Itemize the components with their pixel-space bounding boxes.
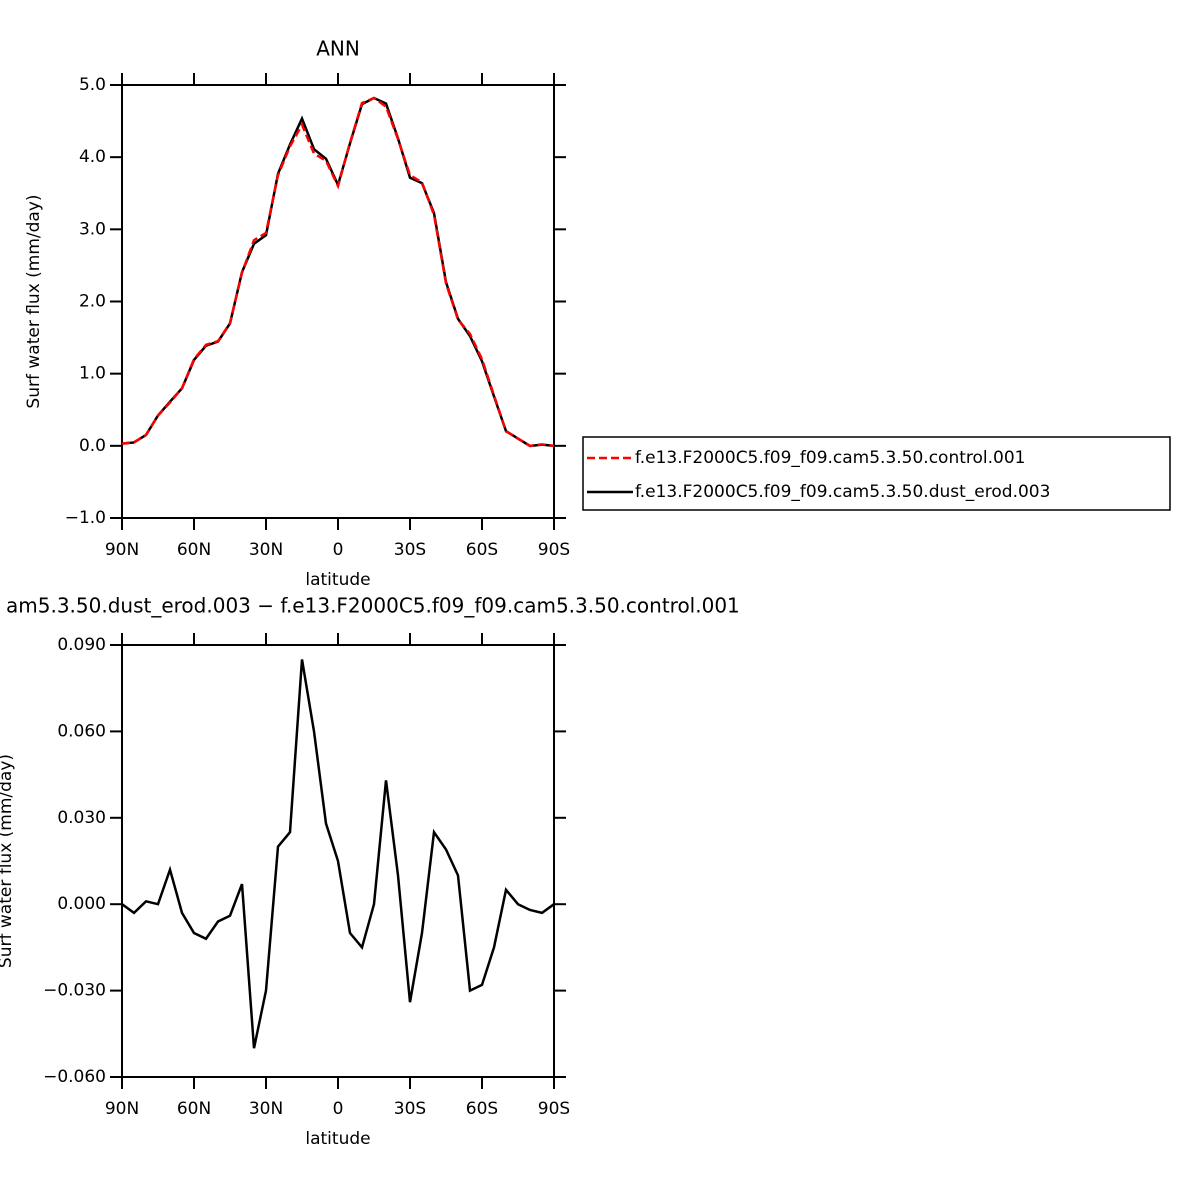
legend-label: f.e13.F2000C5.f09_f09.cam5.3.50.dust_ero… (635, 482, 1050, 502)
chart-title: ANN (316, 37, 360, 61)
y-tick-label: 0.000 (57, 894, 106, 914)
x-tick-label: 90S (538, 1099, 570, 1119)
x-tick-label: 30S (394, 1099, 426, 1119)
x-tick-label: 90N (105, 540, 139, 560)
legend-box (582, 436, 1171, 511)
y-axis-label: Surf water flux (mm/day) (24, 194, 44, 408)
x-tick-label: 60S (466, 1099, 498, 1119)
y-tick-label: 0.090 (57, 635, 106, 655)
y-axis-label: Surf water flux (mm/day) (0, 754, 16, 968)
x-tick-label: 30N (249, 1099, 283, 1119)
chart-title: am5.3.50.dust_erod.003 − f.e13.F2000C5.f… (6, 594, 740, 618)
x-tick-label: 60N (177, 540, 211, 560)
x-tick-label: 60N (177, 1099, 211, 1119)
x-tick-label: 0 (333, 540, 344, 560)
y-tick-label: −1.0 (65, 508, 106, 528)
y-tick-label: −0.030 (43, 981, 106, 1001)
plot-frame (121, 84, 555, 519)
x-tick-label: 90S (538, 540, 570, 560)
x-tick-label: 0 (333, 1099, 344, 1119)
data-line (121, 659, 555, 1049)
legend-label: f.e13.F2000C5.f09_f09.cam5.3.50.control.… (635, 448, 1026, 468)
y-tick-label: 1.0 (79, 364, 106, 384)
y-tick-label: 3.0 (79, 219, 106, 239)
y-tick-label: −0.060 (43, 1067, 106, 1087)
data-line (121, 96, 555, 448)
y-tick-label: 5.0 (79, 75, 106, 95)
y-tick-label: 0.030 (57, 808, 106, 828)
y-tick-label: 0.060 (57, 721, 106, 741)
x-tick-label: 60S (466, 540, 498, 560)
data-line (121, 96, 555, 448)
x-axis-label: latitude (305, 1129, 370, 1149)
x-tick-label: 90N (105, 1099, 139, 1119)
x-tick-label: 30S (394, 540, 426, 560)
x-axis-label: latitude (305, 570, 370, 590)
y-tick-label: 2.0 (79, 292, 106, 312)
x-tick-label: 30N (249, 540, 283, 560)
plot-frame (121, 644, 555, 1078)
y-tick-label: 4.0 (79, 147, 106, 167)
y-tick-label: 0.0 (79, 436, 106, 456)
